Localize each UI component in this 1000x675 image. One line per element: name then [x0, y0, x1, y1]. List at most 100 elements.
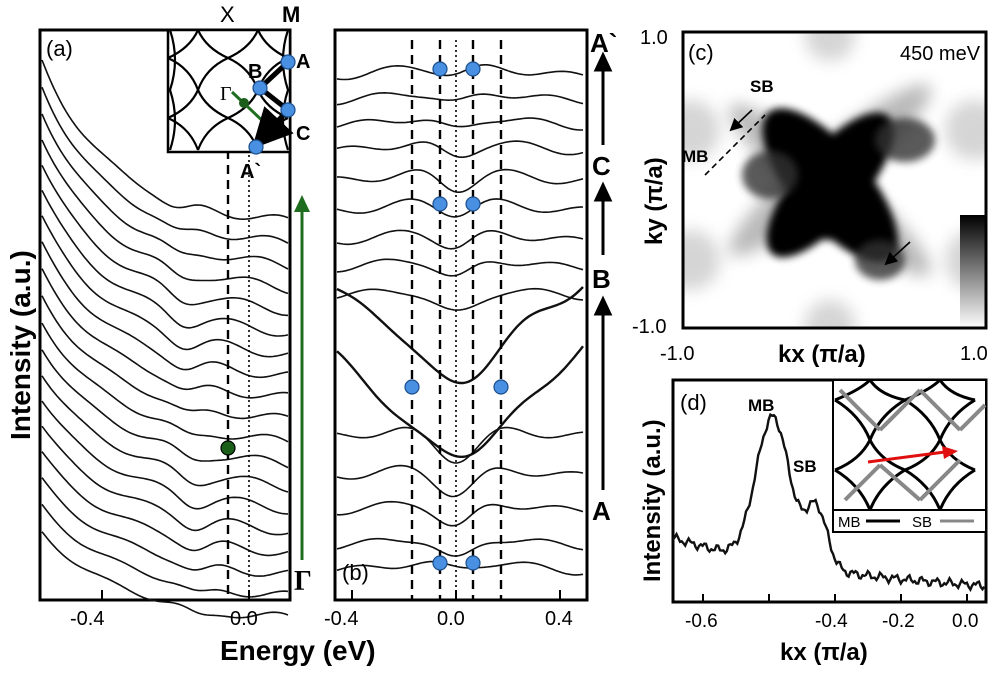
edc-curve-a	[41, 425, 289, 536]
mb-peak-label: MB	[748, 396, 774, 415]
edc-curve-a	[41, 113, 289, 270]
edc-curve-b	[336, 229, 584, 250]
edc-curve-a	[41, 139, 289, 295]
panel-a: (a) X M Γ Γ	[5, 2, 376, 666]
edc-curve-b	[336, 287, 584, 311]
edc-curve-a	[41, 322, 289, 443]
edc-curve-b	[336, 140, 584, 158]
edc-curve-a	[41, 86, 289, 244]
panel-b-xtick-2: 0.0	[437, 608, 465, 630]
panel-c: (c) 450 meV SB MB 1.0 -1.0 -1.0 1.0 kx (…	[632, 27, 988, 368]
panel-d-label: (d)	[680, 390, 707, 415]
edc-curve-b	[336, 117, 583, 131]
panel-c-xtick-2: 1.0	[960, 343, 988, 365]
colorbar	[960, 215, 986, 328]
side-label-c: C	[592, 151, 611, 181]
panel-c-xtick-1: -1.0	[660, 343, 694, 365]
edc-curve-a	[41, 477, 289, 577]
gamma-label-a: Γ	[294, 566, 312, 597]
panel-d-xtick-4: 0.0	[952, 611, 978, 632]
legend-sb: SB	[912, 514, 932, 531]
inset-label-c: C	[296, 123, 310, 145]
marker-a-left	[432, 555, 448, 571]
inset-gamma-label: Γ	[220, 83, 232, 105]
panel-a-xtick-2: 0.0	[230, 608, 258, 630]
edc-curve-b	[336, 537, 584, 557]
edc-curve-a	[41, 349, 289, 469]
inset-fermi-surface: Γ	[166, 28, 296, 155]
inset-label-a: A	[296, 51, 310, 73]
edc-curve-a	[41, 164, 289, 317]
top-label-m: M	[282, 2, 300, 27]
panel-c-ytick-1: 1.0	[640, 27, 668, 49]
edc-curves-b	[336, 64, 584, 576]
edc-curve-a	[41, 451, 289, 557]
side-arrows	[593, 51, 613, 490]
panel-d-xtick-2: -0.4	[815, 611, 848, 632]
edc-curves-a	[41, 59, 289, 619]
panel-b-xtick-3: 0.4	[545, 608, 573, 630]
edc-curve-a	[41, 375, 289, 493]
top-label-x: X	[220, 2, 235, 27]
green-arrow-head	[294, 195, 310, 212]
edc-curve-b	[336, 464, 584, 498]
panel-b-frame	[333, 28, 589, 602]
marker-a-prime-left	[432, 61, 448, 77]
edc-curve-b	[336, 168, 584, 193]
legend-mb: MB	[838, 514, 861, 531]
edc-curve-b	[336, 286, 584, 385]
edc-curve-b	[336, 345, 584, 458]
panel-b-label: (b)	[342, 560, 369, 585]
side-label-a: A	[592, 496, 611, 526]
panel-d-xtick-3: -0.2	[882, 611, 915, 632]
edc-curve-a	[41, 241, 289, 379]
panel-d: (d) MB SB	[639, 378, 988, 666]
mdc-curve	[672, 412, 986, 593]
edc-curve-b	[336, 560, 584, 576]
panel-c-xlabel: kx (π/a)	[778, 341, 866, 368]
panel-c-ylabel: ky (π/a)	[641, 157, 668, 245]
panel-d-xtick-1: -0.6	[685, 611, 718, 632]
panel-b-xtick-1: -0.4	[324, 608, 358, 630]
edc-curve-a	[41, 190, 289, 337]
intensity-axis-label-a: Intensity (a.u.)	[5, 250, 36, 440]
edc-curve-a	[41, 215, 289, 358]
inset-label-b: B	[248, 61, 262, 83]
panel-c-sb-label: SB	[750, 77, 774, 96]
edc-curve-a	[41, 59, 289, 221]
side-label-b: B	[592, 264, 611, 294]
marker-b-right	[493, 379, 509, 395]
sb-peak-label: SB	[793, 457, 817, 476]
panel-d-ylabel: Intensity (a.u.)	[639, 419, 666, 582]
edc-curve-b	[336, 426, 584, 464]
inset-mb-sb: MB SB	[832, 379, 987, 533]
panel-c-ytick-2: -1.0	[632, 316, 666, 338]
edc-curve-b	[336, 500, 584, 527]
marker-c-left	[432, 196, 448, 212]
edc-curve-a	[41, 503, 289, 598]
panel-a-xtick-1: -0.4	[70, 608, 104, 630]
green-marker	[220, 440, 236, 456]
intensity-map	[683, 32, 986, 328]
edc-curve-a	[41, 400, 289, 515]
gap-markers-b	[404, 61, 509, 571]
energy-axis-label: Energy (eV)	[220, 635, 376, 666]
marker-b-left	[404, 379, 420, 395]
panel-a-label: (a)	[46, 36, 73, 61]
panel-c-energy: 450 meV	[900, 43, 981, 65]
edc-curve-b	[336, 64, 584, 81]
marker-a-prime-right	[465, 61, 481, 77]
panel-a-frame	[38, 28, 292, 602]
marker-c-right	[465, 196, 481, 212]
edc-curve-a	[41, 295, 289, 420]
panel-d-xlabel: kx (π/a)	[780, 639, 868, 666]
edc-curve-b	[336, 91, 584, 106]
panel-c-label: (c)	[688, 40, 714, 65]
marker-a-right	[465, 555, 481, 571]
inset-label-a-prime: A`	[240, 161, 261, 183]
edc-curve-b	[336, 198, 584, 218]
edc-curve-a	[41, 268, 289, 399]
panel-b: (b) -0.4 0.0 0.4 A` C B A	[324, 28, 617, 630]
panel-c-mb-label: MB	[682, 147, 708, 166]
